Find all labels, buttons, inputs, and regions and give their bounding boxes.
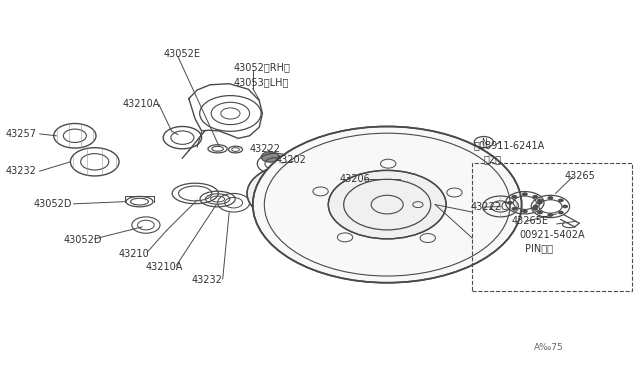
Text: 43053〈LH〉: 43053〈LH〉 bbox=[234, 78, 289, 87]
Text: 43052〈RH〉: 43052〈RH〉 bbox=[234, 62, 291, 72]
Circle shape bbox=[328, 170, 446, 239]
Text: 丳08911-6241A: 丳08911-6241A bbox=[474, 140, 545, 150]
Circle shape bbox=[548, 214, 553, 217]
Circle shape bbox=[253, 126, 522, 283]
Text: 43232: 43232 bbox=[5, 166, 36, 176]
Text: 43052D: 43052D bbox=[33, 199, 72, 209]
Text: 43052D: 43052D bbox=[64, 235, 102, 245]
Text: A‰75: A‰75 bbox=[534, 343, 564, 352]
Circle shape bbox=[532, 195, 538, 198]
Circle shape bbox=[261, 152, 279, 162]
Text: 43265E: 43265E bbox=[512, 217, 549, 226]
Circle shape bbox=[285, 185, 314, 202]
Text: PINビン: PINビン bbox=[525, 244, 553, 253]
Circle shape bbox=[522, 193, 527, 196]
Circle shape bbox=[538, 199, 543, 202]
Text: 00921-5402A: 00921-5402A bbox=[520, 230, 586, 240]
Text: 43257: 43257 bbox=[5, 129, 36, 139]
Text: 43210: 43210 bbox=[118, 249, 149, 259]
Text: 43232: 43232 bbox=[192, 275, 223, 285]
Circle shape bbox=[522, 210, 527, 213]
Text: 43210A: 43210A bbox=[146, 262, 183, 272]
Circle shape bbox=[548, 196, 553, 199]
Circle shape bbox=[563, 205, 568, 208]
Text: 43222: 43222 bbox=[250, 144, 280, 154]
Text: 43222C: 43222C bbox=[471, 202, 509, 212]
Circle shape bbox=[512, 207, 517, 210]
Circle shape bbox=[247, 163, 352, 224]
Text: 43265: 43265 bbox=[564, 171, 595, 180]
Circle shape bbox=[558, 211, 563, 214]
Circle shape bbox=[508, 201, 513, 204]
Text: N: N bbox=[481, 138, 486, 147]
Circle shape bbox=[512, 195, 517, 198]
Text: 43210A: 43210A bbox=[123, 99, 160, 109]
Circle shape bbox=[532, 207, 538, 210]
Text: 43052E: 43052E bbox=[163, 49, 200, 59]
Circle shape bbox=[533, 205, 538, 208]
Text: 43202: 43202 bbox=[275, 155, 306, 165]
Circle shape bbox=[537, 201, 542, 204]
Circle shape bbox=[558, 199, 563, 202]
Bar bbox=[472, 163, 632, 291]
Text: 43206: 43206 bbox=[339, 174, 370, 183]
Circle shape bbox=[538, 211, 543, 214]
Text: （2）: （2） bbox=[483, 154, 501, 164]
